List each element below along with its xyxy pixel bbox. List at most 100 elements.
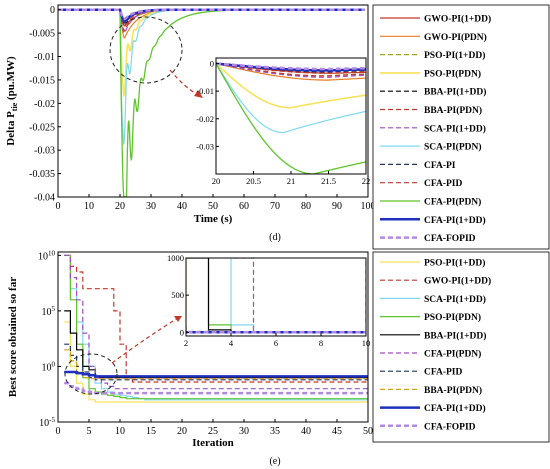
e-x-tick-label: 30 xyxy=(239,426,249,437)
d-series-pso-pi-1-dd xyxy=(58,9,365,32)
d-y-tick-label: 0 xyxy=(50,5,55,16)
d-y-tick-label: -0.01 xyxy=(34,52,55,63)
e-legend-label: PSO-PI(PDN) xyxy=(424,312,481,323)
d-inset-y-tick-label: -0.02 xyxy=(196,114,214,124)
d-series-gwo-pi-pdn xyxy=(58,9,365,39)
e-inset: 2 4 6 8 10 0 500 1000 xyxy=(167,253,370,348)
d-caption: (d) xyxy=(269,232,281,243)
e-legend-label: CFA-PI(1+DD) xyxy=(424,403,486,414)
e-series-pso-pi-1-dd xyxy=(64,321,368,403)
e-legend-label: GWO-PI(1+DD) xyxy=(424,276,491,287)
d-inset-series-lines xyxy=(216,62,366,174)
d-series-cfa-pi-pdn xyxy=(58,9,365,197)
d-x-tick-label: 70 xyxy=(270,201,280,212)
e-zoom-arrow xyxy=(111,317,179,364)
d-y-tick-label: -0.04 xyxy=(34,193,55,204)
e-x-tick-label: 35 xyxy=(270,426,280,437)
e-series-gwo-pi-1-dd xyxy=(64,254,368,383)
d-zoom-ellipse xyxy=(109,16,183,84)
e-x-tick-label: 50 xyxy=(363,426,373,437)
e-legend: PSO-PI(1+DD) GWO-PI(1+DD) SCA-PI(1+DD) PSO-… xyxy=(372,251,550,443)
d-inset-series-gwo-pi-pdn xyxy=(216,62,366,81)
d-legend-label: BBA-PI(PDN) xyxy=(424,105,482,116)
d-inset-y-tick-label: -0.03 xyxy=(196,141,214,151)
e-x-tick-label: 40 xyxy=(301,426,311,437)
d-legend-label: SCA-PI(1+DD) xyxy=(424,123,486,134)
e-zoom-ellipse xyxy=(64,353,118,395)
e-caption: (e) xyxy=(269,456,280,467)
e-inset-y-tick-label: 0 xyxy=(180,327,184,337)
d-x-tick-label: 80 xyxy=(301,201,311,212)
d-inset-series-cfa-fopid xyxy=(216,62,366,71)
d-series-lines xyxy=(58,8,365,197)
e-inset-x-tick-label: 2 xyxy=(184,338,188,348)
e-x-tick-label: 20 xyxy=(177,426,187,437)
d-legend-label: PSO-PI(1+DD) xyxy=(424,50,485,61)
d-y-ticks: 0 -0.005 -0.01 -0.015 -0.02 -0.025 -0.03 -0.035… xyxy=(29,5,61,204)
d-zoom-arrowhead xyxy=(194,90,203,98)
d-legend-label: PSO-PI(PDN) xyxy=(424,68,481,79)
d-series-cfa-fopid xyxy=(58,8,365,21)
e-y-ticks: 1010 105 100 10-5 xyxy=(38,249,61,429)
d-inset-series-cfa-pi-pdn xyxy=(216,63,366,174)
d-legend-label: SCA-PI(PDN) xyxy=(424,142,482,153)
d-x-tick-label: 20 xyxy=(115,201,125,212)
e-y-tick-label: 105 xyxy=(42,305,56,318)
e-x-ticks: 0 5 10 15 20 25 30 35 40 45 50 xyxy=(56,419,373,437)
d-series-sca-pi-1-dd xyxy=(58,9,365,34)
e-legend-label: BBA-PI(PDN) xyxy=(424,385,482,396)
d-legend-label: BBA-PI(1+DD) xyxy=(424,87,486,98)
d-inset-y-tick-label: 0 xyxy=(210,59,214,69)
d-series-bba-pi-pdn xyxy=(58,9,365,32)
d-legend-label: CFA-PI(1+DD) xyxy=(424,215,486,226)
d-legend-label: GWO-PI(1+DD) xyxy=(424,14,491,25)
d-inset-x-tick-label: 22 xyxy=(362,176,371,186)
d-inset-y-tick-label: -0.01 xyxy=(196,86,214,96)
e-inset-x-ticks: 2 4 6 8 10 xyxy=(184,333,370,348)
e-y-tick-label: 10-5 xyxy=(39,416,55,429)
d-y-tick-label: -0.015 xyxy=(29,75,55,86)
d-y-tick-label: -0.03 xyxy=(34,146,55,157)
d-y-tick-label: -0.005 xyxy=(29,29,55,40)
e-x-tick-label: 0 xyxy=(56,426,61,437)
d-legend-box xyxy=(372,4,550,250)
e-inset-bg xyxy=(186,258,366,336)
e-y-tick-label: 100 xyxy=(42,360,56,373)
d-inset-x-ticks: 20 20.5 21 21.5 22 xyxy=(212,171,371,186)
d-y-tick-label: -0.02 xyxy=(34,99,55,110)
d-legend-label: CFA-PI(PDN) xyxy=(424,197,481,208)
e-legend-label: SCA-PI(1+DD) xyxy=(424,294,486,305)
d-legend-label: CFA-PID xyxy=(424,179,462,189)
d-series-gwo-pi-1-dd xyxy=(58,9,365,27)
d-legend-label: GWO-PI(PDN) xyxy=(424,32,487,43)
e-x-tick-label: 45 xyxy=(332,426,342,437)
e-x-axis-label: Iteration xyxy=(192,437,234,449)
d-x-axis-label: Time (s) xyxy=(194,213,233,225)
e-x-tick-label: 15 xyxy=(146,426,156,437)
e-legend-label: CFA-FOPID xyxy=(424,422,476,432)
d-inset-series-sca-pi-1-dd xyxy=(216,62,366,78)
e-inset-x-tick-label: 10 xyxy=(362,338,371,348)
d-inset-series-sca-pi-pdn xyxy=(216,63,366,134)
e-series-cfa-pid xyxy=(64,343,368,381)
e-x-tick-label: 5 xyxy=(87,426,92,437)
d-x-tick-label: 10 xyxy=(84,201,94,212)
e-series-lines xyxy=(64,254,368,403)
e-x-tick-label: 10 xyxy=(115,426,125,437)
d-inset: 20 20.5 21 21.5 22 0 -0.01 -0.02 -0.03 xyxy=(196,57,371,186)
d-x-tick-label: 60 xyxy=(239,201,249,212)
e-legend-label: BBA-PI(1+DD) xyxy=(424,330,486,341)
e-x-tick-label: 25 xyxy=(208,426,218,437)
d-y-tick-label: -0.025 xyxy=(29,122,55,133)
d-series-cfa-pid xyxy=(58,9,365,27)
d-inset-x-tick-label: 21 xyxy=(287,176,296,186)
e-y-axis-label: Best score obtained so far xyxy=(7,277,19,397)
e-series-cfa-pi-pdn xyxy=(64,254,368,390)
d-inset-x-tick-label: 21.5 xyxy=(321,176,336,186)
e-legend-label: CFA-PID xyxy=(424,368,462,378)
d-inset-series-pso-pi-pdn xyxy=(216,62,366,109)
d-legend-label: CFA-PI xyxy=(424,161,456,171)
chart-e: 0 5 10 15 20 25 30 35 40 45 50 10 10 105 100 10-5 Iter… xyxy=(7,249,550,467)
d-x-ticks: 0 10 20 30 40 50 60 70 80 90 100 xyxy=(56,194,376,212)
